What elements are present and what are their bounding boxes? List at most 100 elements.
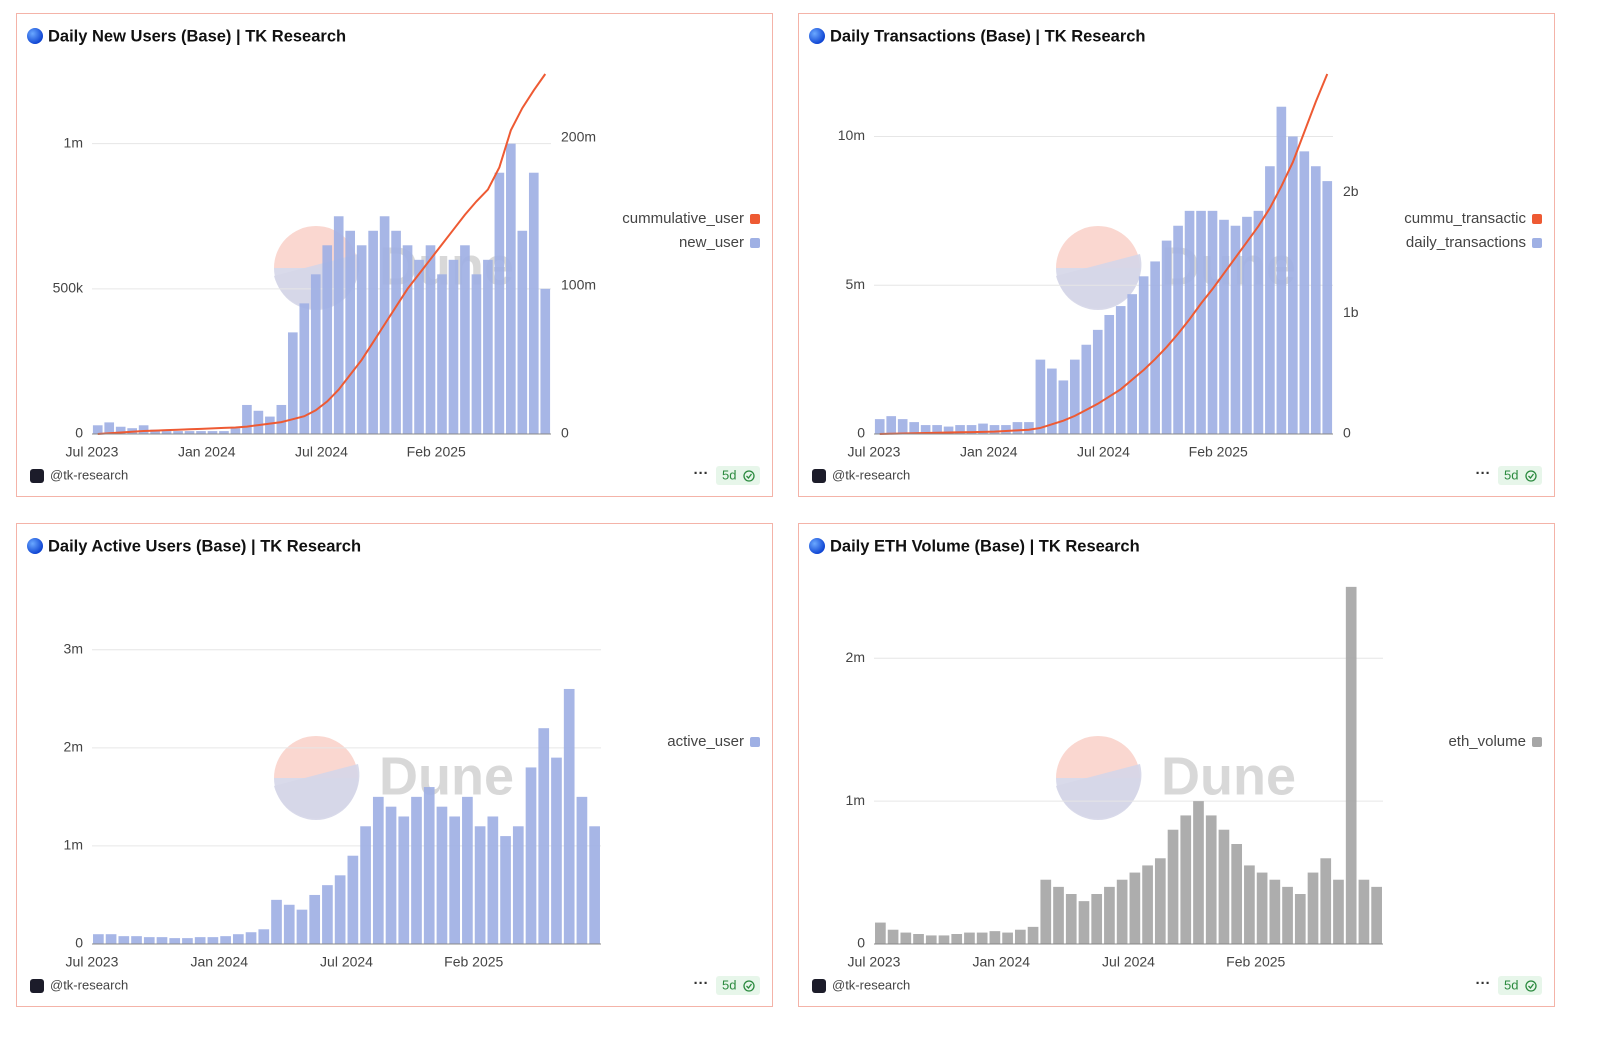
x-tick-label: Feb 2025: [1226, 954, 1285, 970]
bar: [425, 245, 436, 434]
bar: [402, 245, 413, 434]
bar: [287, 332, 298, 434]
bar: [1127, 294, 1138, 434]
bar: [1002, 932, 1013, 944]
legend-swatch: [750, 214, 760, 224]
bar: [196, 431, 206, 434]
bar: [265, 416, 275, 434]
more-menu[interactable]: ···: [694, 975, 709, 992]
bar: [1161, 240, 1172, 434]
legend-swatch: [1532, 737, 1542, 747]
source: @tk-research: [50, 467, 128, 482]
x-tick-label: Feb 2025: [1189, 444, 1248, 460]
bar: [1069, 359, 1080, 434]
bar: [1193, 801, 1204, 944]
bar: [538, 728, 550, 944]
y-tick-label: 1m: [64, 837, 83, 853]
watermark-logo: [1056, 736, 1140, 778]
bar: [460, 245, 470, 434]
bar: [925, 935, 937, 944]
more-menu[interactable]: ···: [1476, 975, 1491, 992]
bar: [913, 934, 924, 944]
x-tick-label: Jul 2024: [1077, 444, 1130, 460]
bar: [207, 431, 218, 434]
bar: [1242, 216, 1252, 434]
y2-tick-label: 0: [561, 425, 569, 441]
bar: [1345, 586, 1357, 944]
bar: [1167, 829, 1179, 944]
bar: [245, 932, 257, 944]
x-tick-label: Jul 2023: [66, 444, 119, 460]
bar: [540, 288, 551, 434]
bar: [932, 425, 942, 434]
bar: [989, 425, 1000, 434]
bar: [938, 935, 950, 944]
bar: [1150, 261, 1160, 434]
legend-label: daily_transactions: [1406, 234, 1526, 251]
bar: [372, 796, 384, 944]
more-menu[interactable]: ···: [1476, 465, 1491, 482]
bar: [334, 875, 346, 944]
bar: [1142, 865, 1153, 944]
legend-swatch: [1532, 238, 1542, 248]
chart-title: Daily Transactions (Base) | TK Research: [830, 27, 1146, 45]
source-icon: [30, 979, 44, 993]
bar: [1047, 368, 1057, 434]
badge: 5d: [722, 467, 736, 482]
watermark-logo: [274, 764, 360, 819]
bar: [955, 425, 965, 434]
bar: [886, 416, 897, 434]
bar: [976, 932, 988, 944]
bar: [1104, 886, 1115, 944]
legend-label: cummulative_user: [622, 210, 744, 227]
bar: [310, 274, 321, 434]
source-icon: [30, 469, 44, 483]
watermark-logo: [1056, 254, 1142, 309]
bar: [1253, 210, 1264, 434]
bar: [309, 894, 321, 944]
bar: [184, 431, 195, 434]
bar: [1001, 425, 1011, 434]
title-icon: [27, 538, 43, 554]
y-tick-label: 0: [857, 425, 865, 441]
bar: [1282, 886, 1293, 944]
more-menu[interactable]: ···: [694, 465, 709, 482]
watermark: Dune: [379, 746, 514, 806]
panel: Daily Transactions (Base) | TK ResearchD…: [798, 13, 1555, 497]
bar: [1081, 344, 1092, 434]
bar: [138, 425, 149, 434]
bar: [589, 826, 600, 944]
bar: [92, 425, 103, 434]
bar: [1244, 865, 1255, 944]
y2-tick-label: 100m: [561, 277, 596, 293]
bar: [448, 259, 459, 434]
badge-icon: [1525, 470, 1537, 482]
bar: [347, 855, 359, 944]
panel: Daily ETH Volume (Base) | TK Research Dun…: [798, 523, 1555, 1007]
y-tick-label: 1m: [64, 134, 83, 150]
source-icon: [812, 979, 826, 993]
bar: [1333, 879, 1344, 944]
bar: [1207, 210, 1218, 434]
bar: [551, 757, 562, 944]
bar: [1294, 894, 1306, 944]
line: [879, 73, 1329, 435]
x-tick-label: Jan 2024: [960, 444, 1018, 460]
bar: [385, 806, 397, 944]
bar: [105, 934, 117, 944]
x-tick-label: Jan 2024: [178, 444, 236, 460]
legend-label: eth_volume: [1448, 733, 1526, 750]
bar: [356, 245, 367, 434]
bar: [1053, 886, 1064, 944]
bar: [242, 404, 252, 434]
x-tick-label: Jan 2024: [972, 954, 1030, 970]
source: @tk-research: [832, 977, 910, 992]
bar: [232, 934, 244, 944]
bar: [512, 826, 524, 944]
bar: [1091, 894, 1103, 944]
bar: [118, 936, 130, 944]
chart-title: Daily ETH Volume (Base) | TK Research: [830, 537, 1140, 555]
bar: [1065, 894, 1077, 944]
bar: [391, 230, 401, 434]
